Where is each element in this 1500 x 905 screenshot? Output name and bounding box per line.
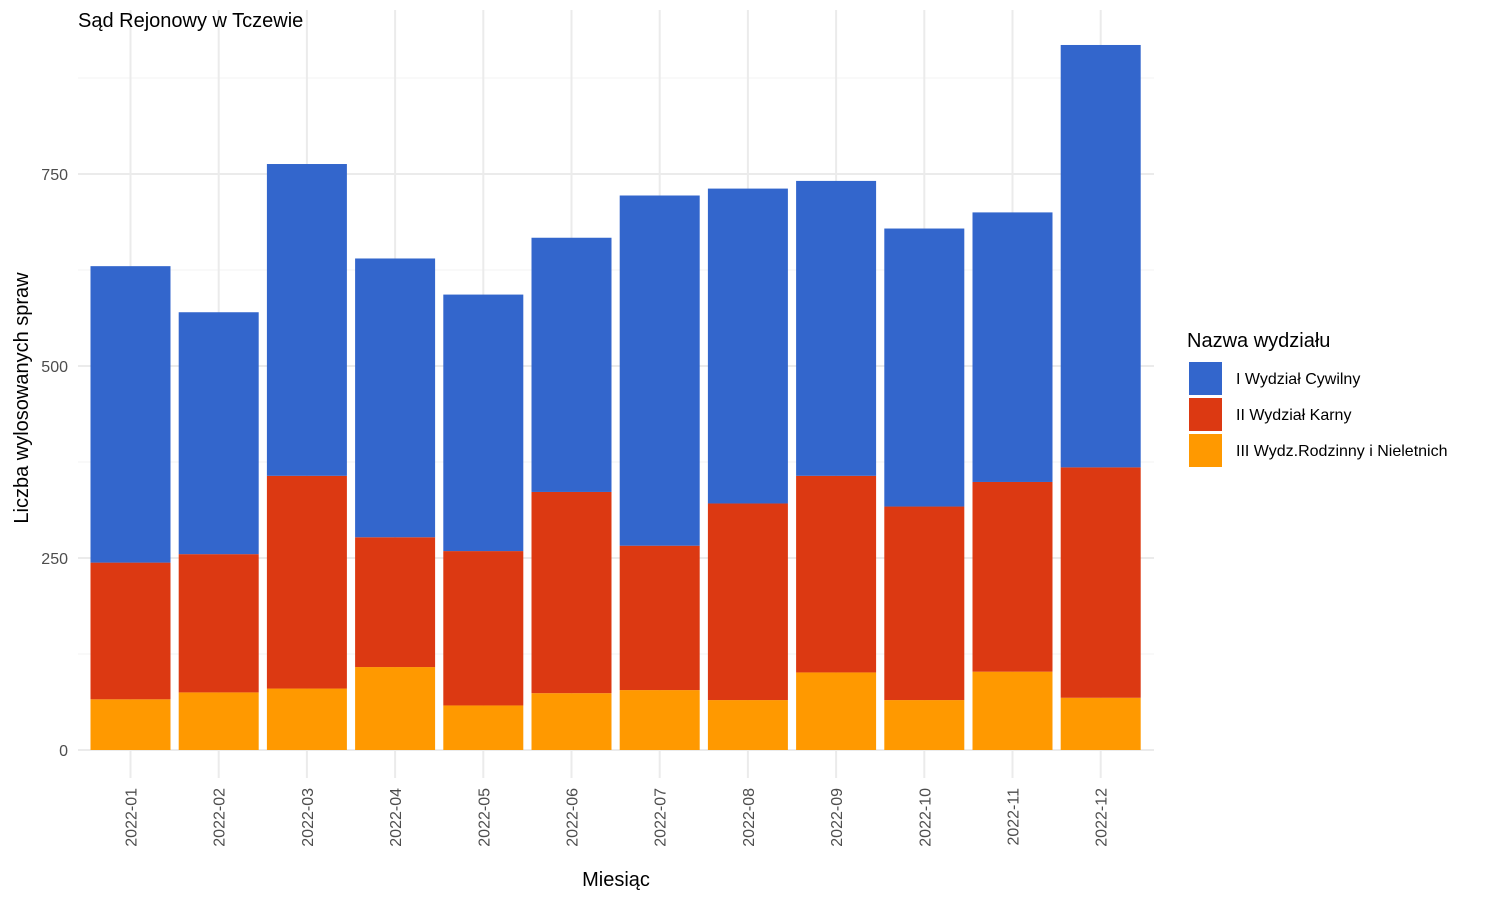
bars [90, 44, 1141, 750]
legend-items: I Wydział Cywilny II Wydział Karny III Wyd… [1189, 362, 1448, 467]
x-tick-label: 2022-04 [388, 788, 405, 847]
bar-segment [266, 164, 347, 476]
x-tick-label: 2022-05 [476, 788, 493, 847]
chart-title: Sąd Rejonowy w Tczewie [78, 10, 303, 32]
x-tick-label: 2022-06 [565, 788, 582, 847]
bar-segment [796, 475, 877, 673]
bar-segment [355, 258, 436, 538]
bar-segment [355, 667, 436, 750]
bar-segment [443, 551, 524, 706]
bar-segment [707, 503, 788, 701]
bar-segment [1060, 697, 1141, 750]
bar-segment [796, 180, 877, 476]
bar-segment [884, 506, 965, 701]
bar-segment [443, 294, 524, 552]
bar-segment [178, 554, 259, 693]
x-axis-label: Miesiąc [582, 869, 650, 891]
x-tick-label: 2022-10 [917, 788, 934, 847]
bar-segment [619, 545, 700, 691]
bar-segment [531, 693, 612, 750]
bar-segment [619, 690, 700, 750]
y-tick-label: 0 [59, 743, 68, 760]
bar-segment [972, 481, 1053, 672]
bar-segment [972, 671, 1053, 750]
x-tick-label: 2022-08 [741, 788, 758, 847]
legend-item-label: II Wydział Karny [1236, 407, 1351, 424]
x-tick-label: 2022-09 [829, 788, 846, 847]
bar-segment [531, 237, 612, 492]
bar-segment [266, 688, 347, 750]
bar-segment [1060, 44, 1141, 468]
x-tick-label: 2022-01 [124, 788, 141, 847]
x-tick-label: 2022-12 [1094, 788, 1111, 847]
bar-segment [355, 537, 436, 668]
y-tick-label: 250 [41, 551, 68, 568]
bar-segment [707, 700, 788, 750]
bar-segment [884, 700, 965, 750]
legend-title: Nazwa wydziału [1187, 330, 1330, 352]
legend-swatch [1189, 398, 1222, 431]
bar-segment [972, 212, 1053, 482]
y-tick-label: 750 [41, 167, 68, 184]
bar-segment [443, 705, 524, 750]
x-tick-label: 2022-11 [1006, 788, 1023, 846]
bar-segment [707, 188, 788, 504]
bar-segment [90, 562, 171, 700]
bar-segment [531, 491, 612, 694]
bar-segment [90, 266, 171, 563]
bar-segment [1060, 467, 1141, 698]
bar-segment [178, 692, 259, 750]
bar-segment [796, 672, 877, 750]
bar-segment [619, 195, 700, 546]
legend-item-label: I Wydział Cywilny [1236, 371, 1360, 388]
y-tick-label: 500 [41, 359, 68, 376]
x-axis: 2022-01 2022-02 2022-03 2022-04 2022-05 2022-… [124, 788, 1111, 847]
x-tick-label: 2022-02 [212, 788, 229, 847]
y-axis-label: Liczba wylosowanych spraw [11, 272, 33, 524]
y-axis: 0 250 500 750 [41, 167, 68, 760]
legend: Nazwa wydziału I Wydział Cywilny II Wydzi… [1187, 330, 1448, 467]
bar-segment [178, 312, 259, 555]
x-tick-label: 2022-03 [300, 788, 317, 847]
legend-swatch [1189, 434, 1222, 467]
x-tick-label: 2022-07 [653, 788, 670, 847]
legend-swatch [1189, 362, 1222, 395]
legend-item-label: III Wydz.Rodzinny i Nieletnich [1236, 443, 1448, 460]
bar-segment [884, 228, 965, 507]
bar-segment [90, 699, 171, 750]
bar-segment [266, 475, 347, 689]
